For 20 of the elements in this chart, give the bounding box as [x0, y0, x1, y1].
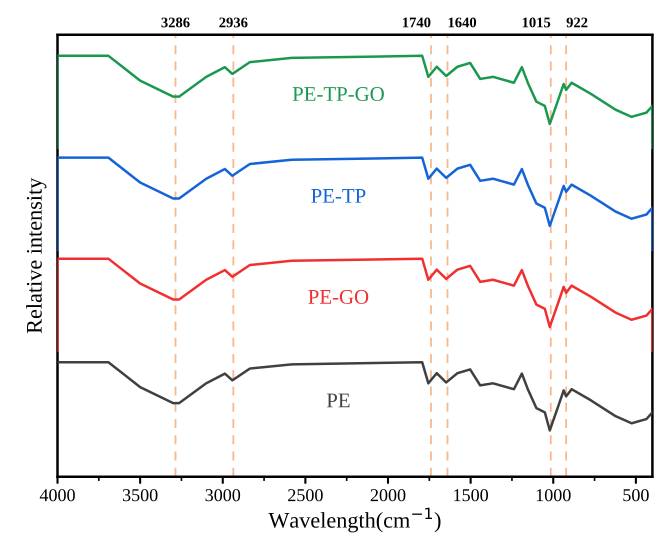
x-tick-label: 3000: [206, 489, 240, 502]
x-tick-label: 3500: [122, 489, 158, 502]
x-tick-label: 1500: [454, 489, 488, 502]
y-axis-title: Relative intensity: [26, 178, 46, 334]
ref-line-label: 1015: [522, 18, 550, 28]
series-label: PE-GO: [308, 290, 368, 304]
ref-line-label: 3286: [161, 18, 190, 28]
x-tick-label: 4000: [40, 489, 75, 502]
x-tick-label: 500: [623, 489, 649, 502]
ref-line-label: 922: [566, 18, 588, 28]
series-label: PE: [326, 394, 350, 408]
x-tick-label: 2000: [370, 489, 406, 502]
series-label: PE-TP-GO: [292, 87, 384, 102]
ref-line-label: 1640: [448, 18, 476, 28]
x-tick-label: 2500: [288, 489, 323, 502]
x-axis-title: Wavelength(cm$^{−1}$): [268, 508, 440, 532]
ref-line-label: 1740: [402, 18, 430, 28]
x-tick-label: 1000: [536, 489, 571, 502]
ref-line-label: 2936: [219, 18, 248, 28]
series-label: PE-TP: [311, 189, 366, 203]
